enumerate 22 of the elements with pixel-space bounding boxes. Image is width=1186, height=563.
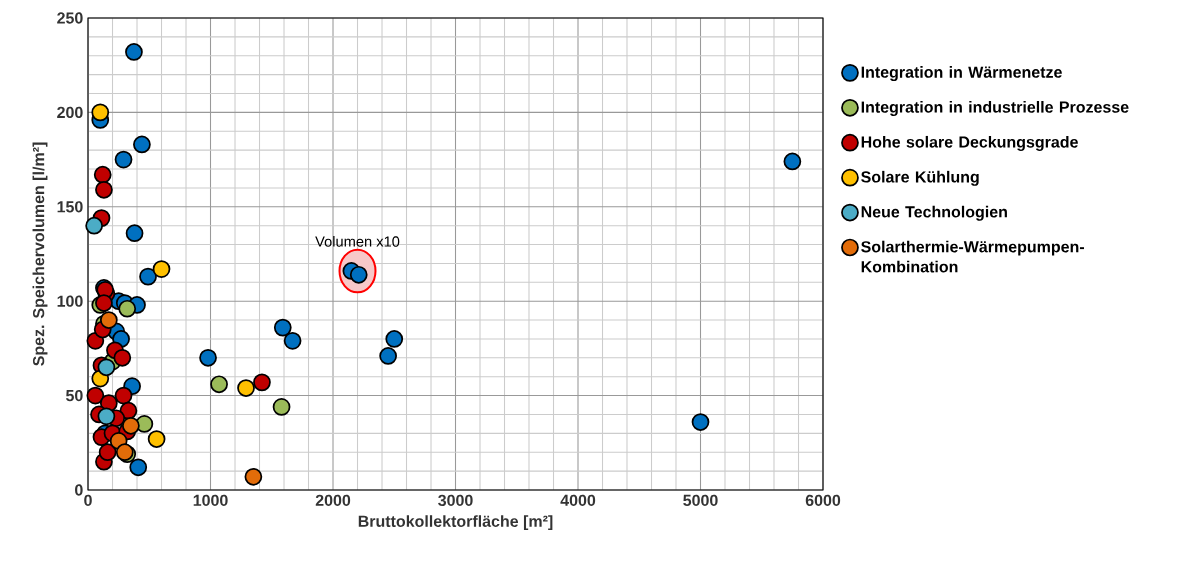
x-tick-label: 3000 xyxy=(438,494,473,507)
x-tick-label: 6000 xyxy=(805,494,841,507)
x-axis-title: Bruttokollektorfläche [m²] xyxy=(358,515,553,531)
x-tick-label: 0 xyxy=(84,494,92,507)
y-tick-label: 0 xyxy=(75,484,83,496)
x-tick-label: 2000 xyxy=(315,494,351,507)
legend-label: Hohe solare Deckungsgrade xyxy=(861,135,1078,151)
y-axis-title: Spez. Speichervolumen [l/m²] xyxy=(32,142,48,366)
legend-label: Solarthermie-Wärmepumpen-Kombination xyxy=(861,240,1085,273)
y-tick-label: 250 xyxy=(57,12,83,24)
annotation: Volumen x10 xyxy=(315,235,400,247)
legend-label: Solare Kühlung xyxy=(861,170,979,186)
x-tick-label: 4000 xyxy=(560,494,596,507)
legend-label: Integration in industrielle Prozesse xyxy=(861,101,1129,116)
legend-label: Neue Technologien xyxy=(861,205,1007,221)
y-tick-label: 50 xyxy=(66,389,83,402)
y-tick-label: 100 xyxy=(57,295,83,307)
x-tick-label: 1000 xyxy=(193,494,228,507)
x-tick-label: 5000 xyxy=(683,494,718,507)
y-tick-label: 200 xyxy=(57,106,83,119)
y-tick-label: 150 xyxy=(57,201,83,213)
legend-label: Integration in Wärmenetze xyxy=(861,66,1062,82)
